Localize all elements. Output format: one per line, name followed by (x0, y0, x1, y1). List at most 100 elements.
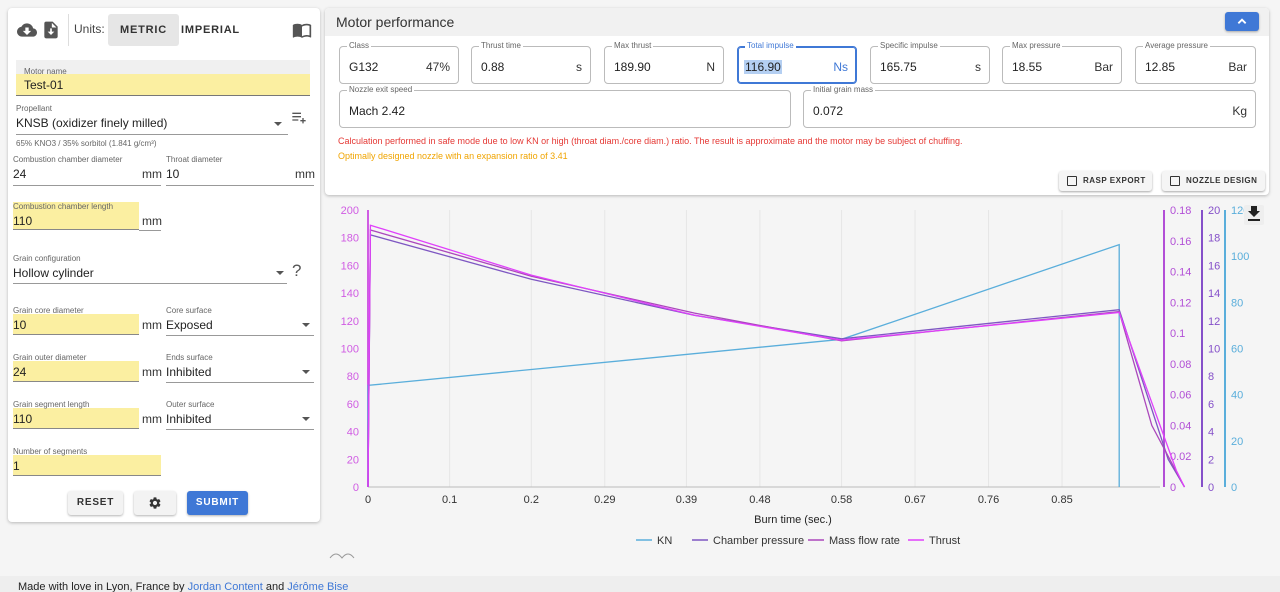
max-pressure-field[interactable]: Max pressure 18.55 Bar (1002, 41, 1122, 84)
legend-label: Mass flow rate (829, 535, 900, 547)
thrust-tick-label: 100 (341, 344, 359, 356)
segment-length-field[interactable] (13, 408, 139, 429)
thrust-tick-label: 60 (347, 399, 359, 411)
initial-grain-mass-field[interactable]: Initial grain mass 0.072 Kg (803, 85, 1256, 128)
x-axis-label: Burn time (sec.) (754, 514, 832, 526)
outer-diameter-field[interactable] (13, 361, 139, 382)
playlist-add-icon[interactable] (291, 111, 307, 125)
core-surface-select[interactable]: Exposed (166, 318, 213, 332)
core-surface-label: Core surface (166, 306, 212, 315)
pressure-tick-label: 6 (1208, 399, 1214, 411)
footer-prefix: Made with love in Lyon, France by (18, 581, 188, 592)
num-segments-value: 1 (13, 459, 20, 473)
core-diameter-unit: mm (142, 318, 162, 332)
mass_flow-tick-label: 0.04 (1170, 420, 1191, 432)
class-field[interactable]: Class G132 47% (339, 41, 459, 84)
ruler-icon (1170, 176, 1180, 186)
mass_flow-tick-label: 0.18 (1170, 205, 1191, 217)
grain-config-select[interactable]: Hollow cylinder (13, 266, 94, 280)
total-impulse-value: 116.90 (744, 60, 782, 74)
max-pressure-value: 18.55 (1012, 60, 1043, 74)
chevron-up-icon (1237, 18, 1247, 24)
series-line-thrust (367, 224, 1186, 488)
file-download-icon[interactable] (41, 20, 61, 40)
mass_flow-tick-label: 0.1 (1170, 328, 1185, 340)
max-thrust-unit: N (706, 60, 715, 74)
mass_flow-tick-label: 0.12 (1170, 297, 1191, 309)
footer: Made with love in Lyon, France by Jordan… (0, 576, 1280, 592)
propellant-underline (16, 134, 288, 135)
specific-impulse-unit: s (975, 60, 981, 74)
x-tick-label: 0.85 (1051, 494, 1072, 506)
outer-diameter-value: 24 (13, 365, 27, 379)
rasp-export-label: RASP EXPORT (1083, 176, 1146, 185)
core-surface-underline (166, 335, 314, 336)
initial-grain-mass-unit: Kg (1232, 104, 1247, 118)
x-tick-label: 0.48 (749, 494, 770, 506)
x-tick-label: 0 (365, 494, 371, 506)
throat-diameter-underline (166, 185, 314, 186)
chamber-length-label: Combustion chamber length (13, 202, 114, 211)
chamber-diameter-input[interactable]: 24 (13, 167, 27, 181)
ends-surface-select[interactable]: Inhibited (166, 365, 212, 379)
class-value: G132 (349, 60, 379, 74)
author-link-2[interactable]: Jérôme Bise (287, 581, 349, 592)
throat-diameter-label: Throat diameter (166, 155, 223, 164)
nozzle-expansion-note: Optimally designed nozzle with an expans… (338, 151, 568, 161)
core-diameter-value: 10 (13, 318, 27, 332)
submit-button[interactable]: SUBMIT (187, 491, 248, 515)
average-pressure-unit: Bar (1228, 60, 1247, 74)
chamber-length-field[interactable] (13, 202, 139, 230)
outer-surface-label: Outer surface (166, 400, 215, 409)
settings-button[interactable] (134, 491, 176, 515)
motor-performance-panel: Motor performance Class G132 47% Thrust … (325, 8, 1269, 195)
x-tick-label: 0.76 (978, 494, 999, 506)
help-icon[interactable]: ? (292, 261, 302, 280)
imperial-toggle[interactable]: IMPERIAL (181, 24, 240, 36)
x-tick-label: 0.58 (831, 494, 852, 506)
download-chart-button[interactable] (1244, 205, 1264, 225)
outer-surface-select[interactable]: Inhibited (166, 412, 212, 426)
kn-tick-label: 0 (1231, 482, 1237, 494)
collapse-button[interactable] (1225, 12, 1259, 31)
total-impulse-label: Total impulse (745, 41, 796, 50)
safe-mode-warning: Calculation performed in safe mode due t… (338, 136, 963, 146)
class-label: Class (347, 41, 372, 50)
thrust-tick-label: 200 (341, 205, 359, 217)
reset-button[interactable]: RESET (68, 491, 123, 515)
thrust-tick-label: 120 (341, 316, 359, 328)
chevron-down-icon (274, 122, 282, 126)
motor-name-label: Motor name (24, 67, 67, 76)
pressure-tick-label: 12 (1208, 316, 1220, 328)
book-open-icon[interactable] (292, 20, 312, 40)
specific-impulse-value: 165.75 (880, 60, 917, 74)
cloud-download-icon[interactable] (17, 20, 37, 40)
num-segments-field[interactable] (13, 455, 161, 476)
mass_flow-tick-label: 0.02 (1170, 451, 1191, 463)
rasp-export-button[interactable]: RASP EXPORT (1059, 171, 1152, 191)
metric-toggle[interactable]: METRIC (108, 14, 179, 46)
chamber-length-unit: mm (142, 214, 162, 228)
form-toolbar: Units: METRIC IMPERIAL (8, 8, 320, 52)
throat-diameter-input[interactable]: 10 (166, 167, 180, 181)
export-icon (1067, 176, 1077, 186)
core-diameter-field[interactable] (13, 314, 139, 335)
download-icon (1248, 206, 1260, 221)
total-impulse-field[interactable]: Total impulse 116.90 Ns (737, 41, 857, 84)
motor-name-field[interactable] (16, 74, 310, 96)
average-pressure-field[interactable]: Average pressure 12.85 Bar (1135, 41, 1256, 84)
specific-impulse-field[interactable]: Specific impulse 165.75 s (870, 41, 990, 84)
burn-chart: 0 0.1 0.2 0.29 0.39 0.48 0.58 0.67 0.76 0.8502040… (329, 205, 1264, 559)
nozzle-design-button[interactable]: NOZZLE DESIGN (1162, 171, 1265, 191)
max-thrust-label: Max thrust (612, 41, 654, 50)
nozzle-exit-speed-field[interactable]: Nozzle exit speed Mach 2.42 (339, 85, 791, 128)
thrust-time-field[interactable]: Thrust time 0.88 s (471, 41, 591, 84)
mass_flow-tick-label: 0.16 (1170, 236, 1191, 248)
propellant-select[interactable]: KNSB (oxidizer finely milled) (16, 116, 168, 130)
thrust-tick-label: 180 (341, 233, 359, 245)
max-thrust-field[interactable]: Max thrust 189.90 N (604, 41, 724, 84)
pressure-tick-label: 18 (1208, 233, 1220, 245)
author-link-1[interactable]: Jordan Content (187, 581, 263, 592)
initial-grain-mass-value: 0.072 (813, 104, 844, 118)
pressure-tick-label: 16 (1208, 260, 1220, 272)
